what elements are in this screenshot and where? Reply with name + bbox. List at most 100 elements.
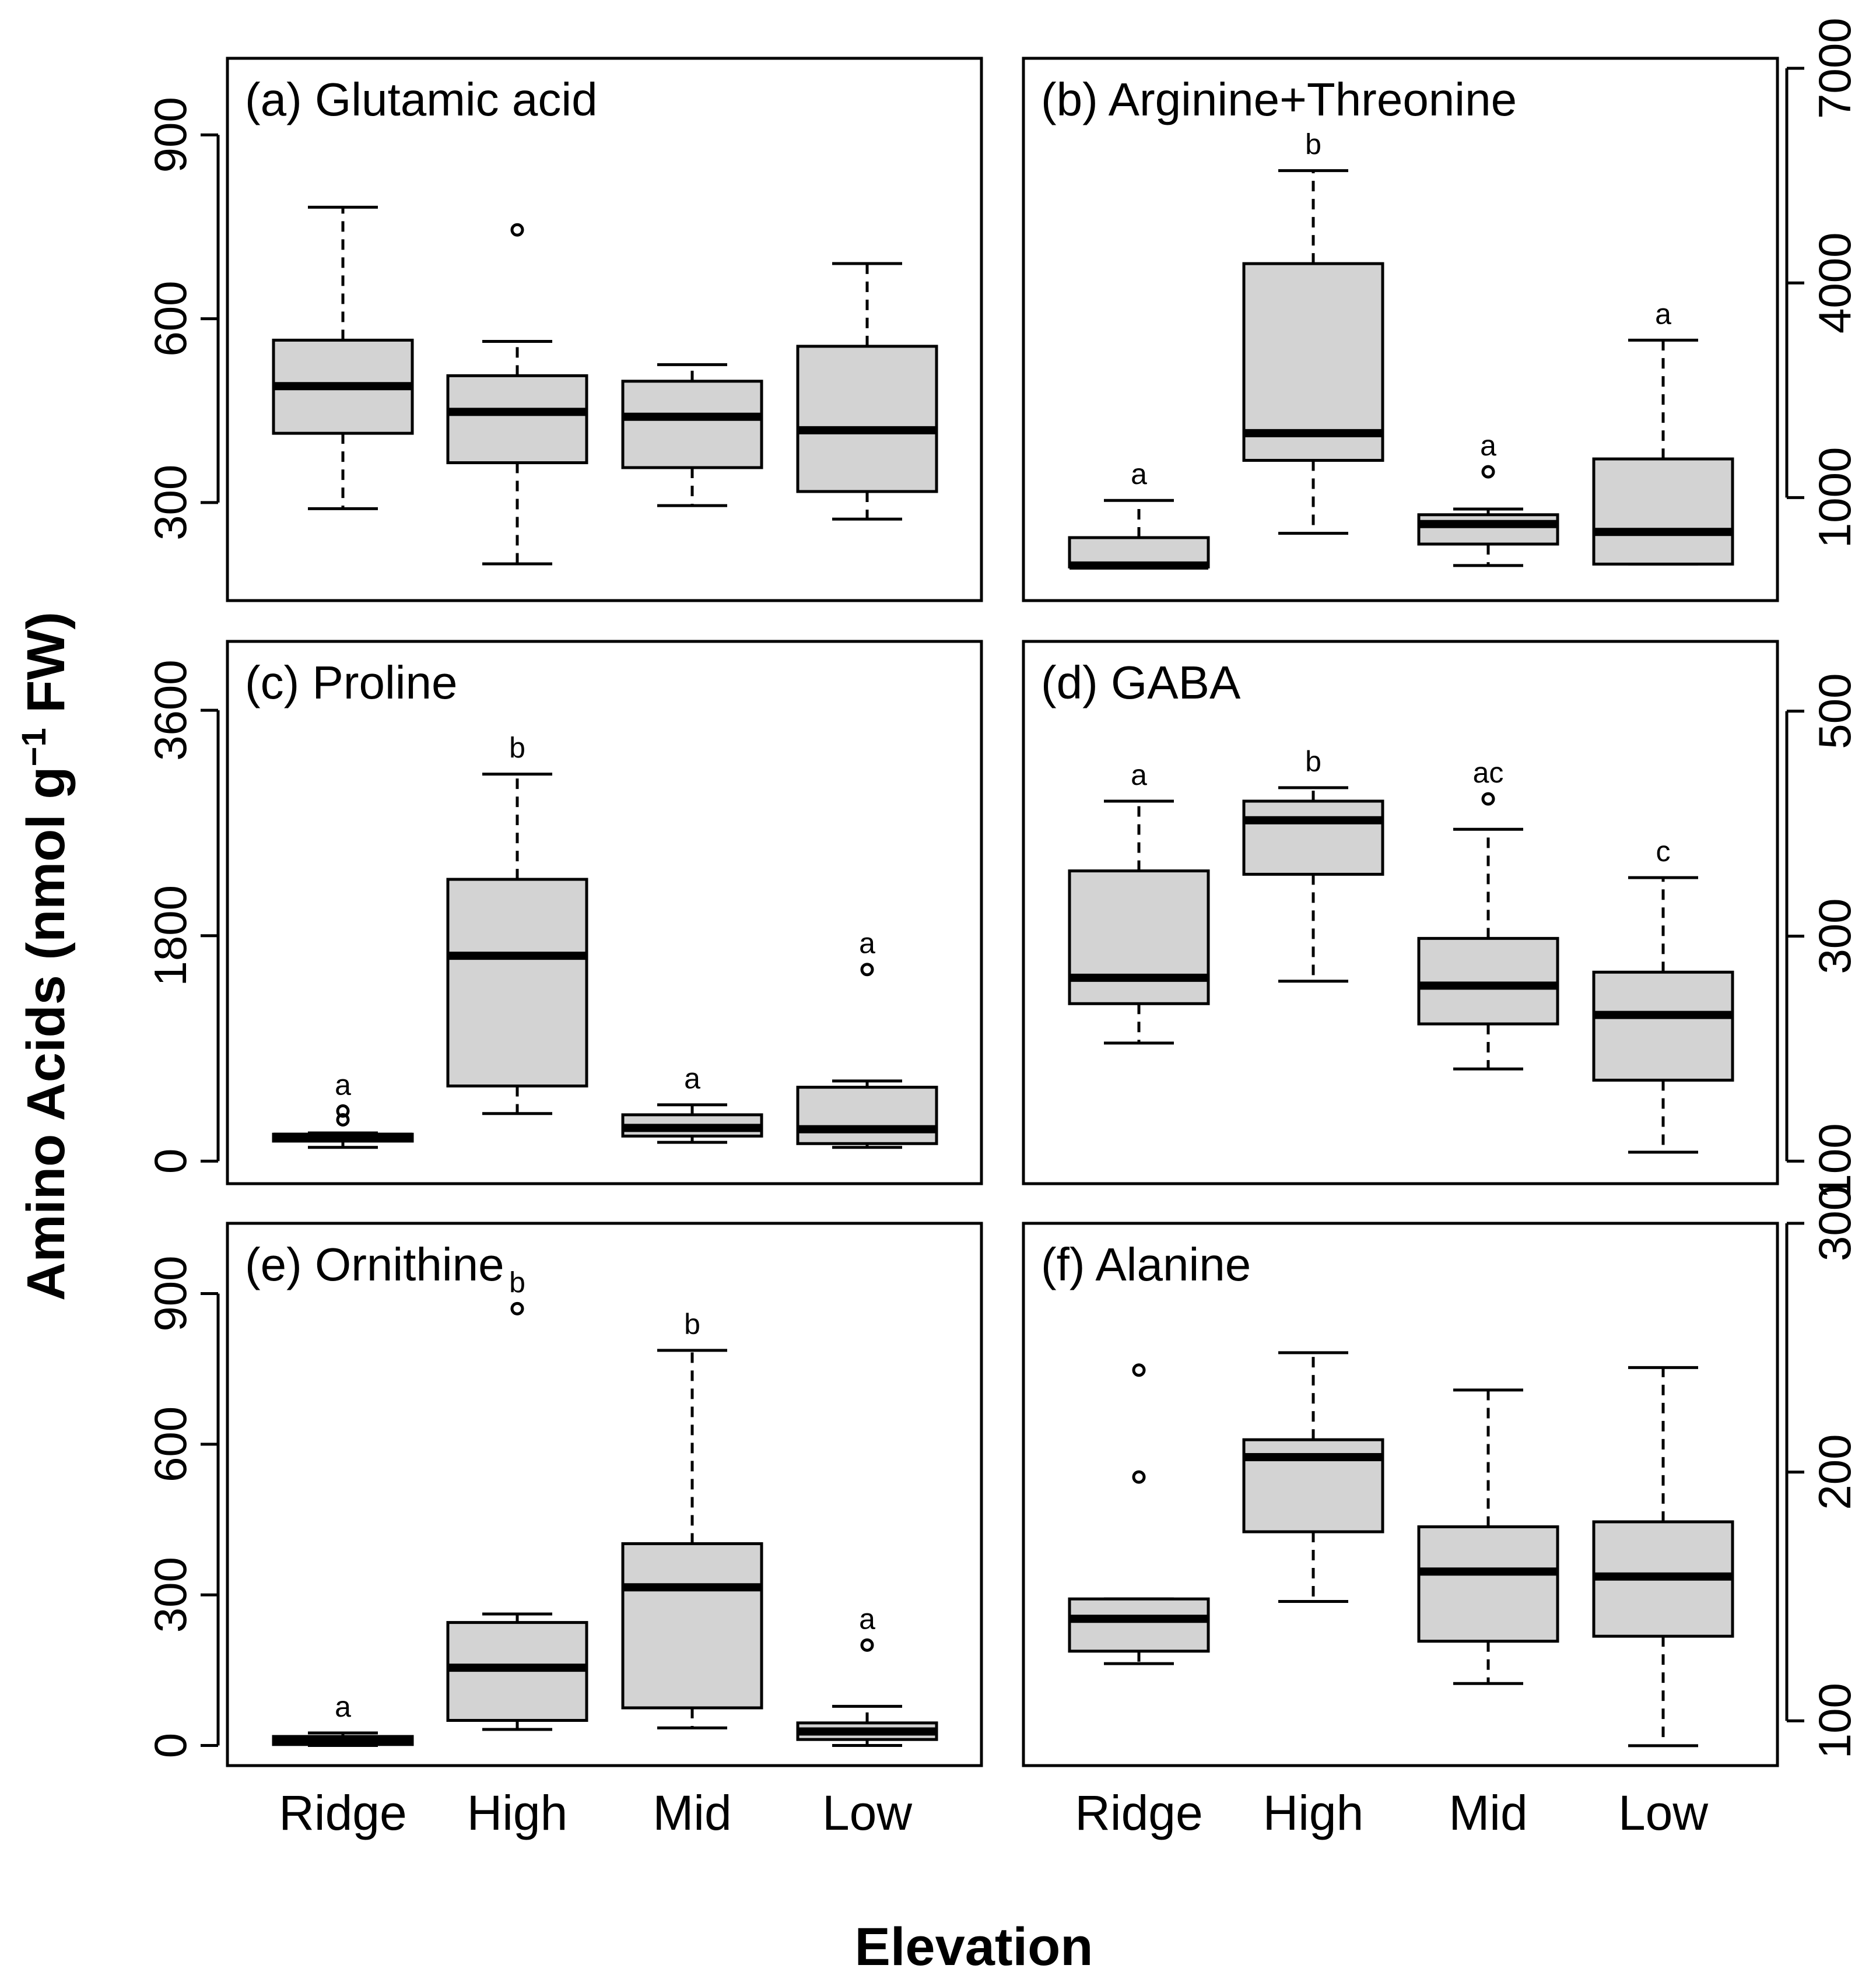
- y-axis-title-superscript: −1: [15, 728, 53, 766]
- y-tick-label: 1000: [1809, 447, 1860, 549]
- panel-a: (a) Glutamic acid 300 600 900: [145, 57, 983, 602]
- iqr-box: [796, 345, 938, 493]
- y-tick-label: 7000: [1809, 17, 1860, 119]
- box-low: c: [1592, 835, 1734, 1154]
- y-tick-label: 0: [145, 1733, 196, 1758]
- box-ridge: a: [272, 1068, 414, 1149]
- box-low: a: [1592, 297, 1734, 566]
- box-low: [796, 262, 938, 521]
- significance-letter: a: [684, 1062, 700, 1095]
- significance-letter: b: [509, 1266, 525, 1299]
- box-mid: b: [621, 1308, 763, 1729]
- x-category-label: High: [467, 1785, 568, 1840]
- y-axis-title-main: Amino Acids (nmol g: [16, 766, 76, 1301]
- y-tick-label: 4000: [1809, 232, 1860, 334]
- y-tick-label: 100: [1809, 1683, 1860, 1759]
- iqr-box: [1417, 513, 1559, 546]
- x-category-label: High: [1263, 1785, 1364, 1840]
- significance-letter: ac: [1473, 756, 1504, 789]
- iqr-box: [446, 374, 588, 465]
- significance-letter: a: [1480, 429, 1496, 462]
- panel-e: (e) Ornithine 0 300 600 900 a b b a Ridge High Mid L…: [145, 1222, 983, 1840]
- box-high: b: [1242, 128, 1384, 535]
- outlier-point: [336, 1113, 350, 1127]
- box-high: [1242, 1351, 1384, 1603]
- y-tick-label: 100: [1809, 1123, 1860, 1199]
- panel-title: (a) Glutamic acid: [245, 73, 598, 125]
- box-mid: [1417, 1388, 1559, 1685]
- iqr-box: [1242, 262, 1384, 462]
- iqr-box: [1592, 457, 1734, 566]
- box-high: [446, 223, 588, 566]
- box-mid: [621, 363, 763, 507]
- significance-letter: a: [1131, 458, 1147, 490]
- outlier-point: [1132, 1470, 1146, 1484]
- iqr-box: [621, 1542, 763, 1710]
- outlier-point: [510, 223, 524, 237]
- box-ridge: [1068, 1363, 1210, 1665]
- box-high: b: [1242, 745, 1384, 983]
- y-tick-label: 600: [145, 1406, 196, 1482]
- panel-title: (e) Ornithine: [245, 1238, 504, 1290]
- y-tick-label: 500: [1809, 673, 1860, 749]
- iqr-box: [1242, 799, 1384, 876]
- significance-letter: b: [1305, 745, 1321, 778]
- panel-frame: [1022, 640, 1779, 1185]
- iqr-box: [1417, 936, 1559, 1026]
- box-high: b: [446, 1266, 588, 1731]
- panel-frame: [226, 57, 983, 602]
- y-tick-label: 1800: [145, 885, 196, 987]
- box-mid: a: [1417, 429, 1559, 567]
- significance-letter: b: [509, 732, 525, 764]
- significance-letter: a: [1655, 297, 1671, 330]
- outlier-point: [1481, 465, 1495, 479]
- outlier-point: [1132, 1363, 1146, 1377]
- panel-title: (d) GABA: [1041, 657, 1241, 708]
- y-tick-label: 300: [145, 465, 196, 541]
- significance-letter: a: [859, 1602, 875, 1635]
- y-tick-label: 900: [145, 1255, 196, 1331]
- iqr-box: [1068, 869, 1210, 1005]
- y-tick-label: 900: [145, 97, 196, 173]
- panel-frame: [226, 1222, 983, 1767]
- y-axis-title: Amino Acids (nmol g−1 FW): [15, 612, 76, 1301]
- significance-letter: c: [1656, 835, 1671, 868]
- significance-letter: a: [859, 927, 875, 960]
- x-category-label: Ridge: [1075, 1785, 1202, 1840]
- significance-letter: a: [335, 1068, 351, 1101]
- box-mid: ac: [1417, 756, 1559, 1071]
- y-tick-label: 300: [145, 1557, 196, 1633]
- y-axis-title-tail: FW): [16, 612, 76, 728]
- y-tick-label: 3600: [145, 659, 196, 761]
- box-mid: a: [621, 1062, 763, 1144]
- x-category-label: Low: [822, 1785, 912, 1840]
- outlier-point: [510, 1301, 524, 1315]
- significance-letter: a: [1131, 759, 1147, 791]
- panel-b: (b) Arginine+Threonine 1000 4000 7000 a b a a: [1022, 17, 1860, 602]
- box-low: [1592, 1366, 1734, 1748]
- panel-title: (f) Alanine: [1041, 1238, 1251, 1290]
- panels: (a) Glutamic acid 300 600 900 (b) Arginine+T…: [145, 17, 1860, 1840]
- significance-letter: b: [684, 1308, 700, 1341]
- y-tick-label: 300: [1809, 898, 1860, 974]
- box-high: b: [446, 732, 588, 1115]
- iqr-box: [446, 878, 588, 1087]
- box-low: a: [796, 1602, 938, 1748]
- panel-frame: [1022, 57, 1779, 602]
- iqr-box: [1417, 1525, 1559, 1643]
- outlier-point: [336, 1104, 350, 1118]
- x-category-label: Mid: [653, 1785, 731, 1840]
- panel-frame: [1022, 1222, 1779, 1767]
- x-category-label: Ridge: [279, 1785, 406, 1840]
- y-tick-label: 300: [1809, 1185, 1860, 1261]
- significance-letter: b: [1305, 128, 1321, 161]
- y-tick-label: 0: [145, 1149, 196, 1174]
- x-axis-title: Elevation: [854, 1917, 1093, 1977]
- box-ridge: [272, 205, 414, 510]
- panel-f: (f) Alanine 100 200 300 Ridge High Mid Low: [1022, 1185, 1860, 1840]
- box-ridge: a: [1068, 759, 1210, 1045]
- box-ridge: a: [1068, 458, 1210, 570]
- box-ridge: a: [272, 1690, 414, 1748]
- panel-c: (c) Proline 0 1800 3600 a b a a: [145, 640, 983, 1185]
- outlier-point: [860, 1638, 874, 1652]
